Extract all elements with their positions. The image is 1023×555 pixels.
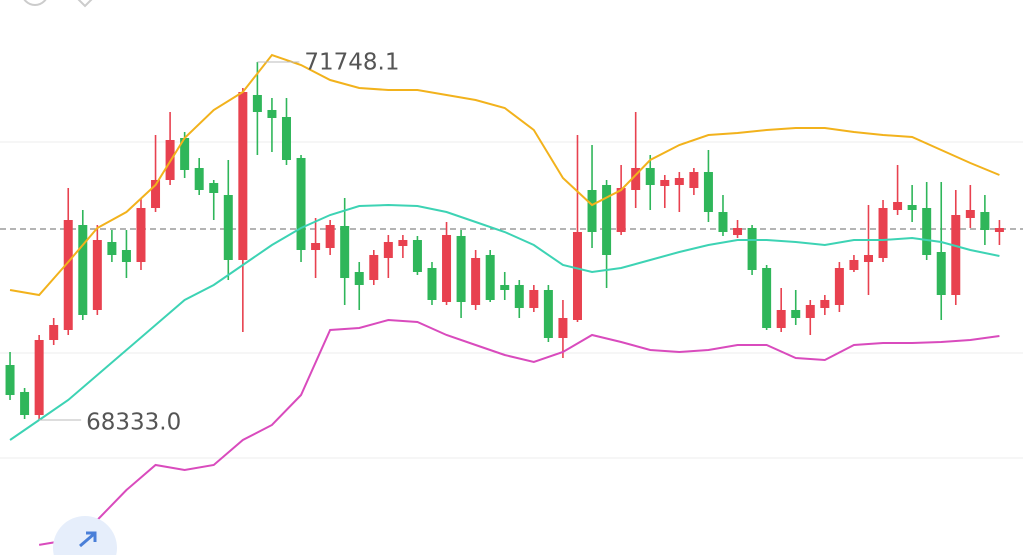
candle-body <box>616 187 626 232</box>
candle-body <box>587 190 597 232</box>
candle-body <box>311 243 321 251</box>
candle-body <box>776 309 786 328</box>
candle-body <box>296 157 306 251</box>
candle-body <box>136 207 146 262</box>
candle-body <box>907 205 917 211</box>
candle-body <box>922 207 932 255</box>
candle-body <box>121 250 131 262</box>
candle-body <box>674 177 684 185</box>
candle-body <box>5 364 15 396</box>
candle-body <box>951 215 961 295</box>
candle-body <box>369 254 379 280</box>
candle-body <box>878 207 888 259</box>
candle-body <box>34 339 44 416</box>
candle-body <box>471 258 481 305</box>
candle-body <box>325 225 335 249</box>
candle-body <box>398 240 408 246</box>
candle-body <box>281 116 291 160</box>
candle-body <box>49 324 59 340</box>
candle-body <box>500 284 510 290</box>
candle-body <box>194 167 204 191</box>
candle-body <box>223 195 233 260</box>
candle-body <box>383 241 393 259</box>
candle-body <box>820 299 830 308</box>
band-line <box>9 53 1000 297</box>
float-button-icon <box>79 531 97 548</box>
candle-body <box>863 254 873 262</box>
candle-body <box>78 225 88 315</box>
candle-body <box>558 317 568 338</box>
annotation-label: 71748.1 <box>304 49 399 75</box>
float-button[interactable] <box>53 516 117 555</box>
candle-body <box>602 185 612 255</box>
candle-body <box>994 228 1004 232</box>
candle-body <box>543 289 553 338</box>
candle-body <box>572 231 582 320</box>
candle-body <box>733 228 743 236</box>
candle-body <box>791 309 801 318</box>
candle-body <box>936 251 946 295</box>
plot: 71748.1 68333.0 <box>0 49 1023 546</box>
toolbar-icon[interactable] <box>75 0 95 8</box>
candle-body <box>238 91 248 260</box>
candle-body <box>631 167 641 191</box>
candle-body <box>107 241 117 255</box>
candle-body <box>514 284 524 308</box>
candle-body <box>747 228 757 270</box>
candle-body <box>703 172 713 213</box>
band-line <box>38 318 1000 546</box>
candle-body <box>980 212 990 231</box>
candle-body <box>354 271 364 285</box>
candle-body <box>762 268 772 328</box>
candle-body <box>442 235 452 302</box>
candle-body <box>412 240 422 272</box>
candle-body <box>151 179 161 208</box>
candle-body <box>180 137 190 170</box>
candle-body <box>20 391 30 416</box>
candle-body <box>660 179 670 186</box>
candle-body <box>834 268 844 305</box>
candle-body <box>485 254 495 300</box>
candle-body <box>63 220 73 330</box>
candle-body <box>893 202 903 211</box>
candle-body <box>456 235 466 302</box>
candle-body <box>849 259 859 270</box>
candle-body <box>805 304 815 318</box>
annotation-label: 68333.0 <box>86 409 181 435</box>
candle-body <box>689 172 699 188</box>
candle-body <box>427 268 437 300</box>
candle-body <box>267 109 277 118</box>
candle-body <box>529 289 539 308</box>
candle-body <box>92 240 102 310</box>
candle-body <box>209 182 219 193</box>
candle-body <box>645 167 655 185</box>
toolbar-icon[interactable] <box>22 0 48 6</box>
candle-body <box>718 212 728 232</box>
candle-body <box>965 210 975 218</box>
candle-body <box>340 225 350 279</box>
band-line <box>9 204 1000 441</box>
candle-body <box>252 94 262 112</box>
